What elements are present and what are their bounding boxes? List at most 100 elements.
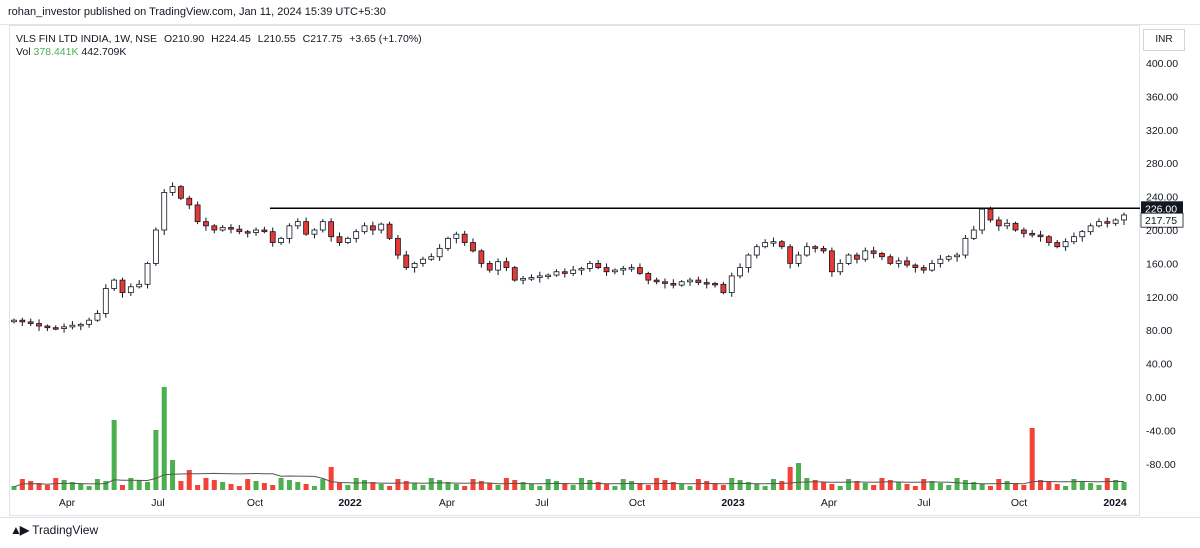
- candle-body: [712, 283, 718, 286]
- y-tick-label: -80.00: [1146, 459, 1176, 471]
- candle-body: [395, 237, 401, 256]
- candle-body: [461, 233, 468, 243]
- volume-bar: [412, 483, 418, 490]
- candle-body: [770, 241, 777, 244]
- candle-body: [203, 221, 209, 227]
- candle-body: [703, 282, 710, 285]
- candle-body: [144, 262, 151, 285]
- candle-body: [311, 229, 318, 235]
- volume-bar: [704, 481, 710, 490]
- candle-body: [411, 262, 418, 268]
- y-tick-label: 160.00: [1146, 258, 1178, 270]
- volume-bar: [453, 484, 459, 490]
- candle-body: [253, 229, 259, 233]
- volume-bar: [1071, 479, 1077, 490]
- volume-bar: [278, 478, 284, 490]
- candle-body: [403, 254, 410, 268]
- volume-bar: [770, 479, 776, 490]
- symbol-name[interactable]: VLS FIN LTD INDIA, 1W, NSE: [16, 33, 158, 45]
- candle-body: [211, 225, 218, 231]
- candle-body: [561, 271, 568, 274]
- volume-bar: [69, 482, 75, 490]
- tradingview-logo[interactable]: ▲▶ TradingView: [10, 523, 98, 537]
- low-value: L210.55: [257, 33, 296, 45]
- volume-bar: [937, 483, 943, 490]
- volume-value: 378.441K: [33, 46, 79, 58]
- volume-bar: [495, 485, 501, 490]
- candle-body: [1029, 232, 1036, 236]
- candle-body: [169, 186, 176, 193]
- volume-bar: [445, 482, 451, 490]
- volume-bar: [712, 483, 718, 490]
- volume-bar: [612, 486, 618, 490]
- candle-body: [478, 250, 485, 264]
- candle-body: [645, 273, 652, 281]
- candle-body: [762, 242, 769, 248]
- volume-bar: [946, 485, 952, 490]
- volume-bar: [462, 486, 468, 490]
- candle-body: [803, 246, 810, 256]
- candle-body: [1004, 222, 1011, 227]
- volume-label[interactable]: Vol: [16, 46, 31, 58]
- candle-body: [695, 279, 702, 284]
- candle-body: [812, 246, 819, 249]
- candle-body: [336, 236, 343, 243]
- volume-bar: [821, 482, 827, 490]
- volume-bar: [620, 479, 626, 490]
- volume-bar: [762, 486, 768, 490]
- candle-body: [845, 254, 852, 264]
- candle-body: [945, 256, 952, 260]
- volume-bar: [245, 479, 251, 490]
- y-tick-label: 280.00: [1146, 158, 1178, 170]
- volume-bar: [929, 481, 935, 490]
- candle-body: [36, 323, 42, 327]
- volume-bar: [829, 484, 835, 490]
- volume-bar: [670, 482, 676, 490]
- last-price-label: 217.75: [1145, 215, 1177, 227]
- candle-body: [787, 246, 794, 264]
- volume-bar: [362, 480, 368, 490]
- candle-body: [428, 256, 435, 260]
- candle-body: [319, 221, 326, 231]
- volume-bar: [954, 478, 960, 490]
- candle-body: [61, 326, 67, 329]
- candle-body: [929, 262, 935, 271]
- volume-bar: [912, 486, 918, 490]
- y-tick-label: 80.00: [1146, 325, 1172, 337]
- volume-bar: [36, 483, 42, 490]
- volume-bar: [996, 479, 1002, 490]
- volume-bar: [987, 486, 993, 490]
- volume-bar: [570, 485, 576, 490]
- currency-badge[interactable]: INR: [1143, 29, 1185, 51]
- chart-pane[interactable]: [9, 25, 1140, 516]
- candle-body: [895, 260, 902, 264]
- change-value: +3.65 (+1.70%): [349, 33, 422, 45]
- candle-body: [778, 241, 785, 248]
- candle-body: [52, 327, 59, 330]
- volume-bar: [153, 430, 159, 490]
- volume-bar: [303, 484, 309, 490]
- candle-body: [720, 283, 727, 294]
- volume-bar: [328, 467, 334, 490]
- volume-bar: [1104, 478, 1110, 490]
- volume-bar: [854, 481, 860, 490]
- volume-bar: [720, 485, 726, 490]
- volume-bar: [1038, 480, 1044, 490]
- volume-bar: [11, 486, 17, 490]
- candle-body: [912, 264, 919, 268]
- volume-bar: [1046, 482, 1052, 490]
- volume-bar: [370, 482, 376, 490]
- candle-body: [136, 283, 143, 288]
- candle-body: [1071, 236, 1077, 243]
- x-tick-label: Apr: [59, 497, 76, 509]
- candle-body: [1054, 242, 1061, 248]
- candle-body: [386, 223, 393, 239]
- candle-body: [1079, 231, 1086, 238]
- top-bar: rohan_investor published on TradingView.…: [0, 0, 1200, 25]
- candle-body: [937, 258, 944, 264]
- candle-body: [286, 225, 293, 239]
- candle-body: [119, 279, 126, 294]
- volume-bar: [862, 483, 868, 490]
- candle-body: [904, 260, 910, 266]
- volume-bar: [320, 479, 326, 490]
